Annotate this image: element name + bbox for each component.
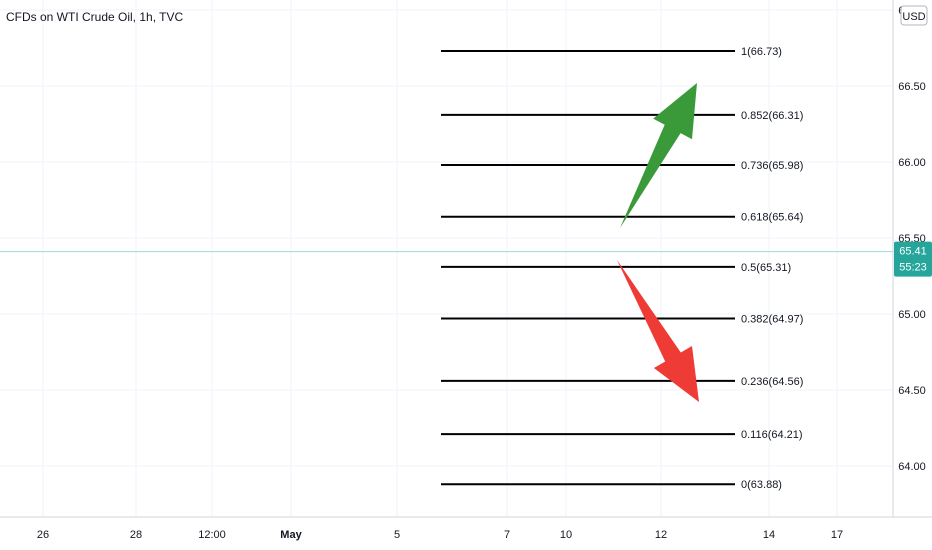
fib-level-label: 0.852(66.31): [741, 110, 803, 122]
fib-level-label: 0.116(64.21): [741, 429, 803, 441]
arrow-up-icon[interactable]: [620, 83, 697, 228]
time-axis-ticks: 26 28 12:00 May 5 7 10 12 14 17: [37, 529, 843, 541]
time-tick-label: May: [280, 529, 302, 541]
direction-arrows[interactable]: [617, 83, 699, 402]
fib-level-label: 0.736(65.98): [741, 160, 803, 172]
time-tick-label: 10: [560, 529, 572, 541]
chart-title: CFDs on WTI Crude Oil, 1h, TVC: [6, 10, 183, 24]
bar-countdown: 55:23: [899, 262, 927, 274]
time-tick-label: 26: [37, 529, 49, 541]
time-tick-label: 14: [763, 529, 775, 541]
time-axis[interactable]: [0, 517, 893, 550]
last-price-badge: 65.41 55:23: [894, 241, 932, 277]
time-tick-label: 28: [130, 529, 142, 541]
fib-level-label: 0.618(65.64): [741, 212, 803, 224]
fib-level-label: 0(63.88): [741, 479, 782, 491]
price-tick-label: 65.00: [898, 309, 926, 321]
fib-level-label: 0.5(65.31): [741, 262, 791, 274]
last-price-value: 65.41: [899, 246, 927, 258]
currency-label: USD: [902, 11, 925, 23]
price-tick-label: 64.00: [898, 461, 926, 473]
currency-badge[interactable]: USD: [900, 5, 928, 26]
time-tick-label: 12:00: [198, 529, 226, 541]
grid-lines: [0, 0, 893, 517]
time-tick-label: 7: [504, 529, 510, 541]
time-tick-label: 5: [394, 529, 400, 541]
price-tick-label: 66.50: [898, 81, 926, 93]
price-tick-label: 66.00: [898, 157, 926, 169]
fibonacci-retracement[interactable]: 1(66.73) 0.852(66.31) 0.736(65.98) 0.618(65…: [441, 46, 803, 491]
time-tick-label: 17: [831, 529, 843, 541]
fib-level-label: 1(66.73): [741, 46, 782, 58]
fib-level-label: 0.236(64.56): [741, 376, 803, 388]
arrow-down-icon[interactable]: [617, 260, 699, 402]
fib-level-label: 0.382(64.97): [741, 314, 803, 326]
time-tick-label: 12: [655, 529, 667, 541]
price-tick-label: 64.50: [898, 385, 926, 397]
